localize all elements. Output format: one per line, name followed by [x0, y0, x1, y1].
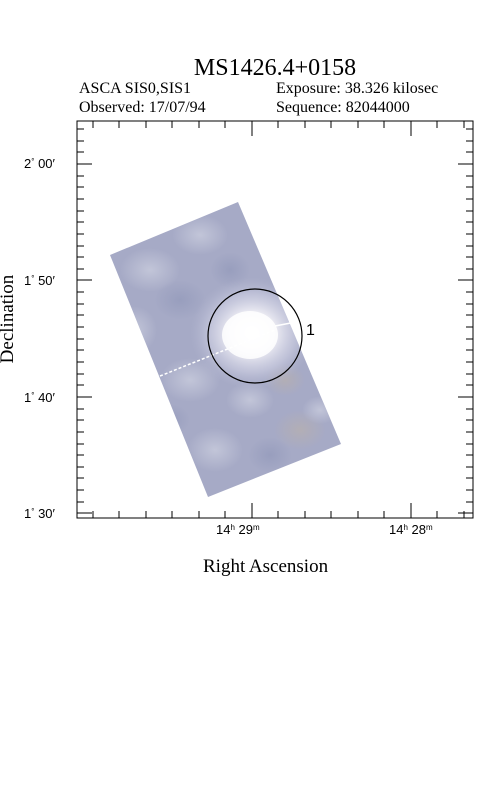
xtick-label: 14h 29m [216, 522, 260, 537]
y-axis-label: Declination [0, 274, 18, 364]
x-ticks [92, 121, 465, 518]
chip-gap [274, 321, 297, 327]
source-number-label: 1 [306, 322, 315, 339]
ytick-label: 1° 50′ [24, 273, 55, 288]
ytick-label: 2° 00′ [24, 156, 55, 171]
exposure-field [110, 202, 341, 497]
chip-gap [159, 329, 276, 377]
sequence-label: Sequence: 82044000 [276, 99, 410, 116]
y-ticks [77, 128, 473, 514]
exposure-label: Exposure: 38.326 kilosec [276, 80, 439, 97]
xtick-label: 14h 28m [389, 522, 433, 537]
source-circle [207, 288, 303, 384]
plot-frame [76, 120, 474, 519]
ytick-label: 1° 30′ [24, 506, 55, 521]
observed-label: Observed: 17/07/94 [79, 99, 206, 116]
ytick-label: 1° 40′ [24, 390, 55, 405]
instrument-label: ASCA SIS0,SIS1 [79, 80, 192, 97]
plot-title: MS1426.4+0158 [193, 55, 357, 81]
x-axis-label: Right Ascension [203, 556, 329, 577]
